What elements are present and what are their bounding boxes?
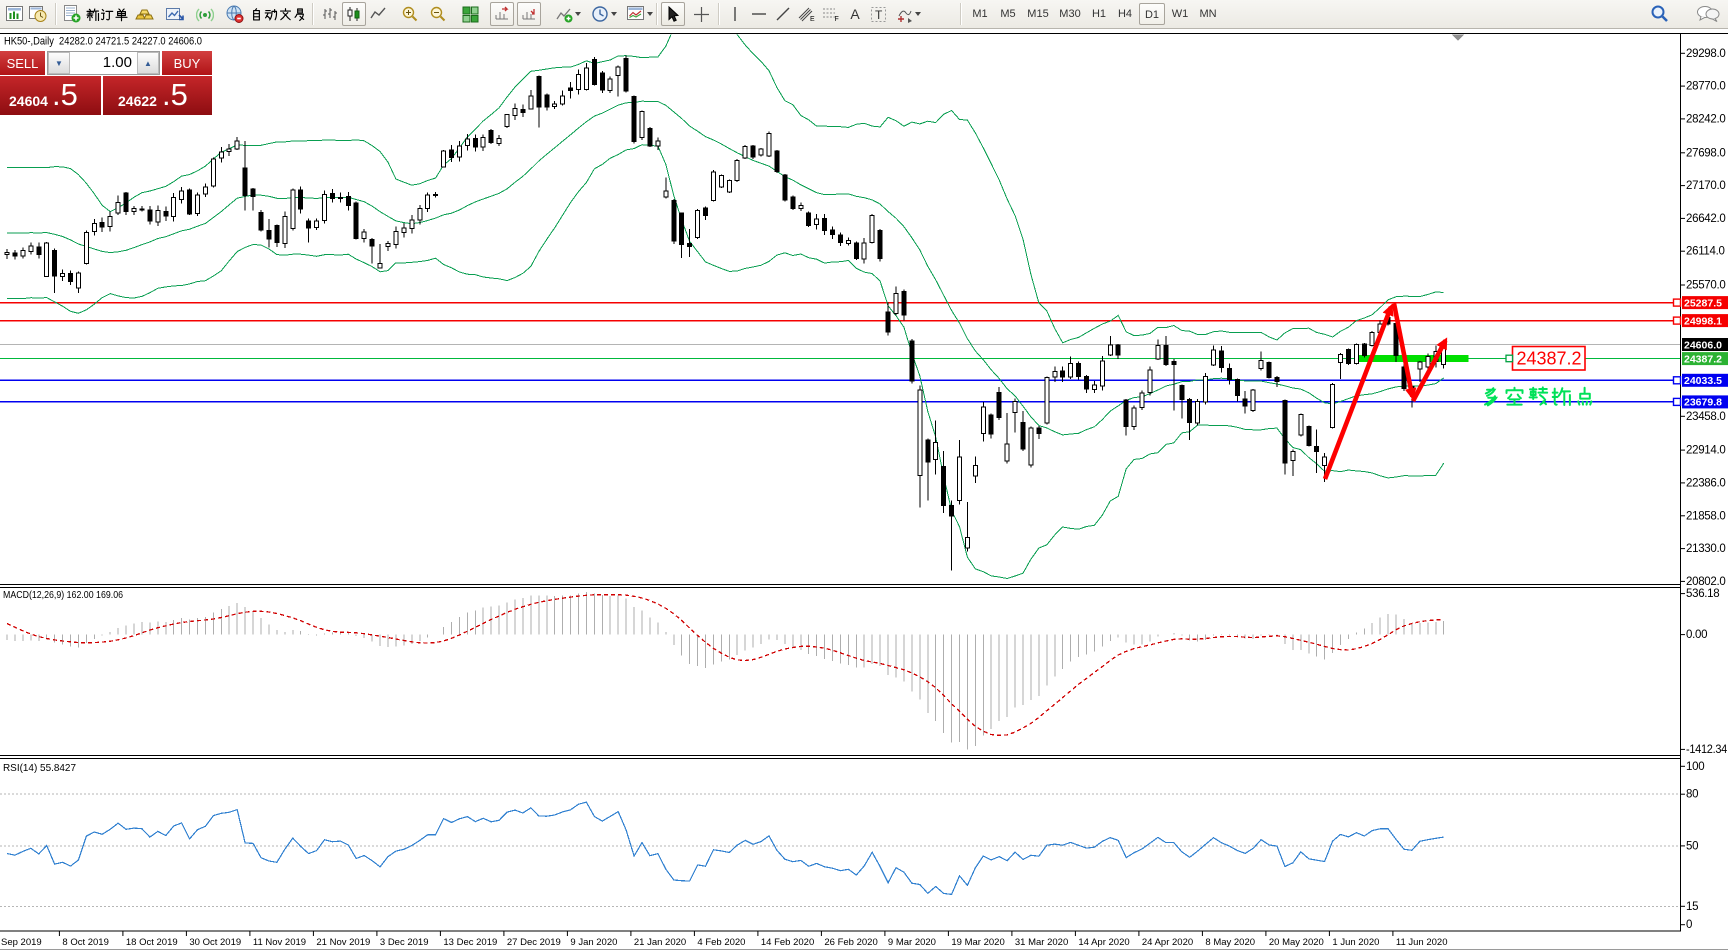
svg-text:3 Dec 2019: 3 Dec 2019: [380, 937, 429, 948]
svg-text:27170.0: 27170.0: [1686, 180, 1725, 192]
svg-text:24033.5: 24033.5: [1684, 375, 1722, 387]
svg-text:T: T: [875, 8, 883, 22]
svg-text:100: 100: [1686, 761, 1704, 773]
svg-text:20 May 2020: 20 May 2020: [1269, 937, 1324, 948]
svg-text:29298.0: 29298.0: [1686, 48, 1725, 60]
svg-text:24998.1: 24998.1: [1684, 315, 1722, 327]
svg-text:1 Jun 2020: 1 Jun 2020: [1332, 937, 1379, 948]
svg-text:18 Oct 2019: 18 Oct 2019: [126, 937, 178, 948]
svg-text:27698.0: 27698.0: [1686, 147, 1725, 159]
svg-text:4 Feb 2020: 4 Feb 2020: [697, 937, 745, 948]
svg-text:13 Dec 2019: 13 Dec 2019: [443, 937, 497, 948]
svg-text:536.18: 536.18: [1686, 588, 1719, 600]
svg-text:0.00: 0.00: [1686, 629, 1707, 641]
svg-text:21858.0: 21858.0: [1686, 510, 1725, 522]
svg-text:15: 15: [1686, 901, 1698, 913]
svg-text:25570.0: 25570.0: [1686, 280, 1725, 292]
svg-text:23458.0: 23458.0: [1686, 411, 1725, 423]
svg-text:50: 50: [1686, 840, 1698, 852]
svg-text:26642.0: 26642.0: [1686, 213, 1725, 225]
svg-text:28770.0: 28770.0: [1686, 81, 1725, 93]
svg-text:11 Jun 2020: 11 Jun 2020: [1396, 937, 1448, 948]
svg-text:Sep 2019: Sep 2019: [1, 937, 42, 948]
svg-text:24606.0: 24606.0: [1684, 339, 1722, 351]
svg-text:25287.5: 25287.5: [1684, 297, 1722, 309]
svg-text:24387.2: 24387.2: [1516, 349, 1581, 369]
svg-text:24387.2: 24387.2: [1684, 353, 1722, 365]
svg-text:19 Mar 2020: 19 Mar 2020: [951, 937, 1004, 948]
svg-text:22914.0: 22914.0: [1686, 445, 1725, 457]
svg-text:26114.0: 26114.0: [1686, 246, 1725, 258]
svg-text:E: E: [810, 16, 815, 22]
svg-text:26 Feb 2020: 26 Feb 2020: [824, 937, 877, 948]
svg-text:80: 80: [1686, 789, 1698, 801]
svg-text:14 Feb 2020: 14 Feb 2020: [761, 937, 814, 948]
svg-text:9 Jan 2020: 9 Jan 2020: [570, 937, 617, 948]
svg-text:-1412.34: -1412.34: [1686, 744, 1728, 756]
svg-text:9 Mar 2020: 9 Mar 2020: [888, 937, 936, 948]
svg-text:31 Mar 2020: 31 Mar 2020: [1015, 937, 1068, 948]
svg-text:28242.0: 28242.0: [1686, 113, 1725, 125]
svg-text:RSI(14) 55.8427: RSI(14) 55.8427: [3, 762, 76, 774]
svg-text:14 Apr 2020: 14 Apr 2020: [1078, 937, 1129, 948]
svg-text:HK50-,Daily 24282.0 24721.5 2: HK50-,Daily 24282.0 24721.5 24227.0 2460…: [4, 36, 202, 48]
svg-text:30 Oct 2019: 30 Oct 2019: [189, 937, 241, 948]
svg-text:24 Apr 2020: 24 Apr 2020: [1142, 937, 1193, 948]
svg-text:27 Dec 2019: 27 Dec 2019: [507, 937, 561, 948]
svg-text:8 May 2020: 8 May 2020: [1205, 937, 1255, 948]
svg-text:0: 0: [1686, 919, 1692, 931]
svg-text:22386.0: 22386.0: [1686, 477, 1725, 489]
svg-text:21330.0: 21330.0: [1686, 543, 1725, 555]
svg-text:F: F: [835, 16, 839, 22]
svg-text:11 Nov 2019: 11 Nov 2019: [253, 937, 306, 948]
svg-text:21 Jan 2020: 21 Jan 2020: [634, 937, 686, 948]
svg-text:23679.8: 23679.8: [1684, 397, 1722, 409]
svg-text:8 Oct 2019: 8 Oct 2019: [62, 937, 108, 948]
svg-text:MACD(12,26,9) 162.00 169.06: MACD(12,26,9) 162.00 169.06: [3, 589, 123, 601]
svg-text:20802.0: 20802.0: [1686, 576, 1725, 588]
svg-text:21 Nov 2019: 21 Nov 2019: [316, 937, 370, 948]
